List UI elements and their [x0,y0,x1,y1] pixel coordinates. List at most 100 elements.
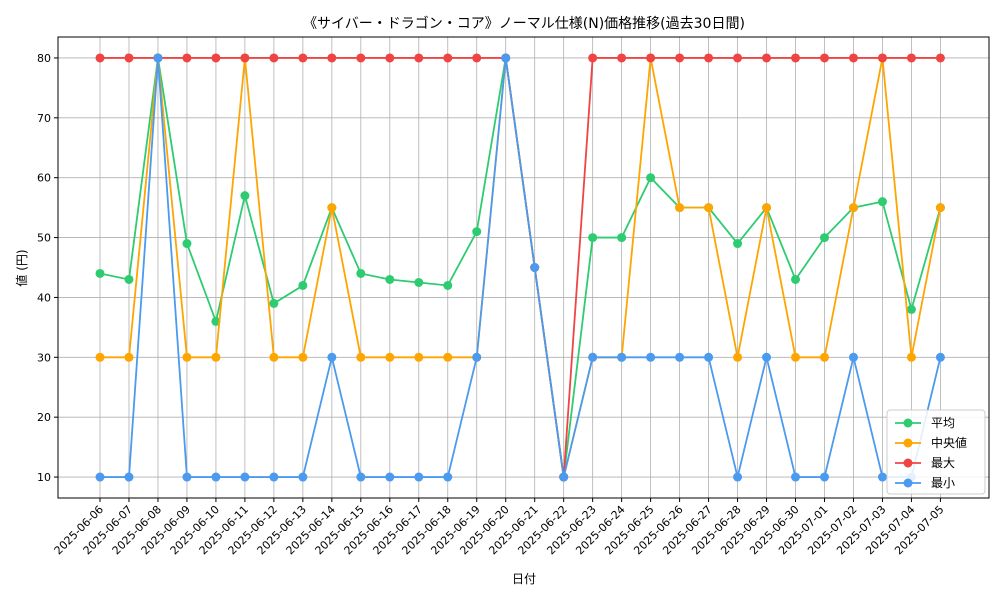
data-point [153,53,163,63]
data-point [935,53,945,63]
data-point [733,472,743,482]
data-point [211,316,221,326]
legend-marker [903,458,913,468]
data-point [472,227,482,237]
data-point [298,53,308,63]
legend-box [886,409,986,495]
data-point [356,352,366,362]
data-point [646,352,656,362]
data-point [704,352,714,362]
data-point [588,233,598,243]
data-point [269,53,279,63]
data-point [124,352,134,362]
legend-marker [903,418,913,428]
data-point [733,53,743,63]
y-tick-label: 80 [37,52,51,65]
data-point [762,203,772,213]
data-point [935,203,945,213]
data-point [820,233,829,243]
data-point [472,53,482,63]
y-tick-label: 50 [37,232,51,245]
data-point [443,53,453,63]
data-point [762,53,772,63]
data-point [906,304,916,314]
data-point [588,53,598,63]
data-point [95,352,105,362]
y-tick-label: 70 [37,112,51,125]
data-point [356,268,366,278]
series-3 [95,53,945,482]
data-point [182,53,192,63]
data-point [95,472,105,482]
x-axis-label: 日付 [512,572,536,586]
data-point [820,352,829,362]
data-point [211,352,221,362]
series-line [100,57,941,478]
data-point [269,472,279,482]
data-point [385,352,395,362]
data-point [617,233,627,243]
plot-frame [57,36,990,499]
data-point [269,352,279,362]
data-point [124,472,134,482]
data-point [675,352,685,362]
data-point [95,53,105,63]
data-point [414,472,424,482]
data-point [791,53,801,63]
data-point [327,352,337,362]
data-point [848,203,858,213]
data-point [356,53,366,63]
y-tick-label: 60 [37,172,51,185]
data-point [791,352,801,362]
legend-label: 最大 [931,456,955,470]
data-point [877,472,887,482]
legend-label: 最小 [931,476,955,490]
data-point [617,352,627,362]
data-point [906,352,916,362]
data-point [443,280,453,290]
data-point [414,53,424,63]
data-point [791,472,801,482]
data-point [327,53,337,63]
data-point [385,472,395,482]
data-point [675,53,685,63]
data-point [733,352,743,362]
data-point [848,53,858,63]
data-point [327,203,337,213]
y-tick-label: 30 [37,351,51,364]
series-line [100,57,942,478]
axes: 2025-06-062025-06-072025-06-082025-06-09… [37,52,947,557]
data-point [298,352,308,362]
data-point [472,352,482,362]
data-point [906,53,916,63]
data-point [124,53,134,63]
data-point [820,53,829,63]
y-tick-label: 40 [37,291,51,304]
data-point [240,53,250,63]
y-axis-label: 値 (円) [14,249,29,286]
y-tick-label: 20 [37,411,51,424]
data-point [182,472,192,482]
data-point [848,352,858,362]
data-point [559,472,569,482]
grid [58,37,989,498]
data-point [820,472,829,482]
data-point [530,263,540,272]
data-point [269,298,279,308]
data-point [704,53,714,63]
data-point [675,203,685,213]
legend-marker [903,438,913,448]
series-layer [95,53,945,482]
data-point [704,203,714,213]
legend-marker [903,478,913,488]
data-point [240,191,250,201]
data-point [414,352,424,362]
data-point [356,472,366,482]
data-point [182,352,192,362]
data-point [443,352,453,362]
series-line [99,57,942,478]
data-point [762,352,772,362]
data-point [877,53,887,63]
data-point [414,277,424,287]
